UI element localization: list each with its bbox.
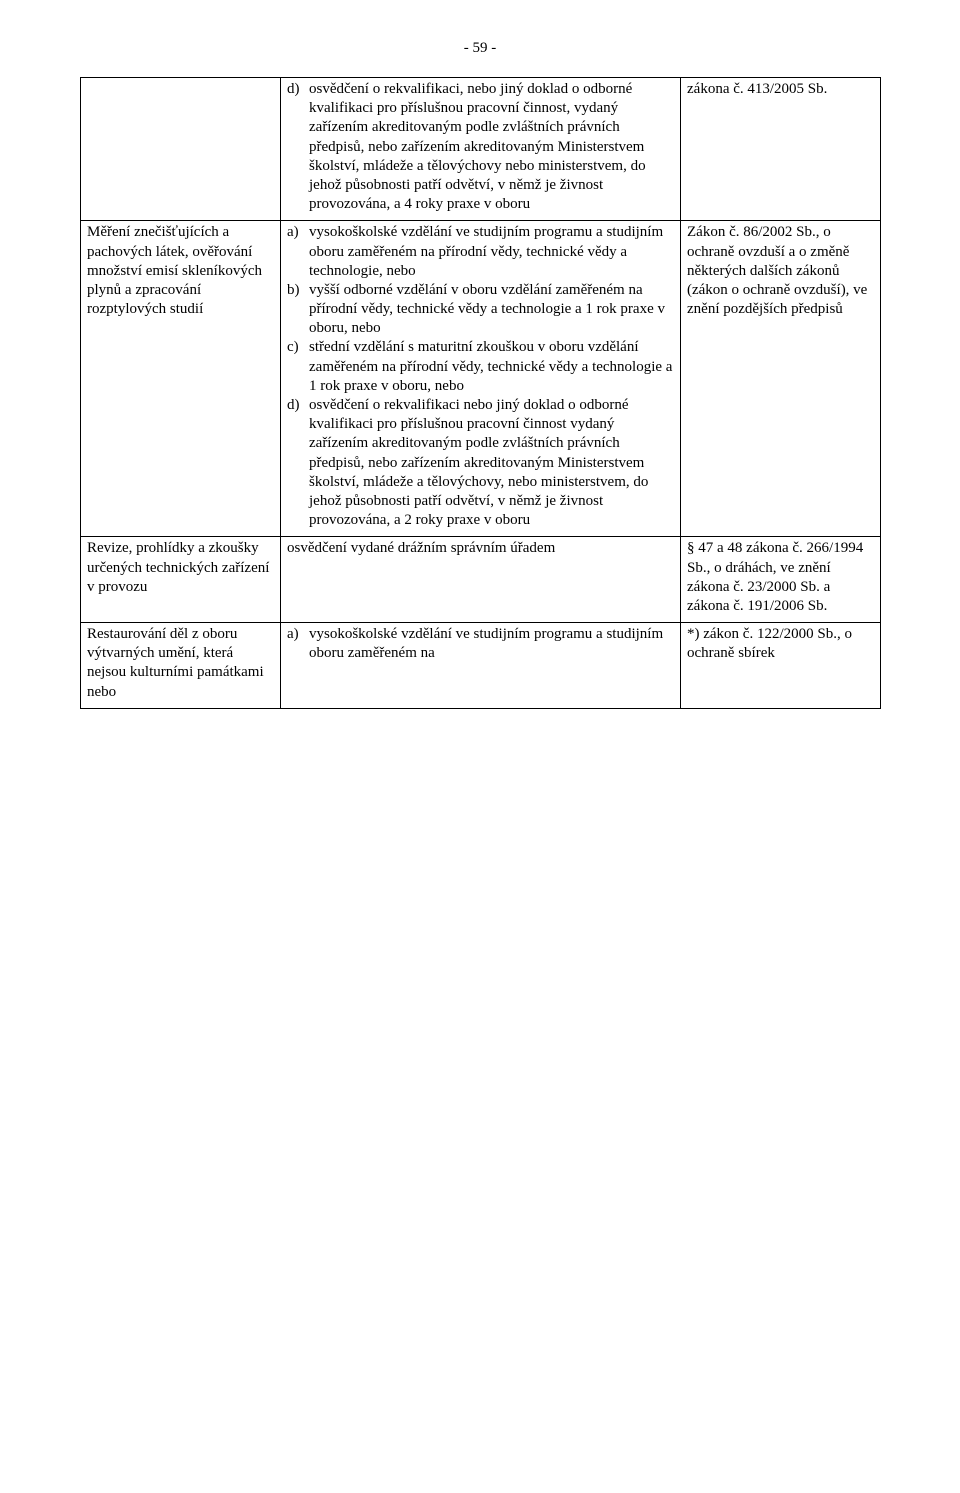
cell-law: § 47 a 48 zákona č. 266/1994 Sb., o dráh… bbox=[681, 537, 881, 623]
cell-law: Zákon č. 86/2002 Sb., o ochraně ovzduší … bbox=[681, 221, 881, 537]
requirement-list: d) osvědčení o rekvalifikaci, nebo jiný … bbox=[287, 80, 674, 214]
item-text: vysokoškolské vzdělání ve studijním prog… bbox=[309, 626, 663, 661]
requirement-list: a) vysokoškolské vzdělání ve studijním p… bbox=[287, 223, 674, 530]
table-row: d) osvědčení o rekvalifikaci, nebo jiný … bbox=[81, 78, 881, 221]
main-table: d) osvědčení o rekvalifikaci, nebo jiný … bbox=[80, 77, 881, 709]
requirement-item: a) vysokoškolské vzdělání ve studijním p… bbox=[287, 625, 674, 663]
item-marker: b) bbox=[287, 281, 307, 300]
cell-law: *) zákon č. 122/2000 Sb., o ochraně sbír… bbox=[681, 623, 881, 709]
cell-requirements: d) osvědčení o rekvalifikaci, nebo jiný … bbox=[281, 78, 681, 221]
page: - 59 - d) osvědčení o rekvalifikaci, neb… bbox=[0, 0, 960, 1493]
requirement-list: a) vysokoškolské vzdělání ve studijním p… bbox=[287, 625, 674, 663]
cell-activity: Revize, prohlídky a zkoušky určených tec… bbox=[81, 537, 281, 623]
requirement-item: c) střední vzdělání s maturitní zkouškou… bbox=[287, 338, 674, 396]
requirement-item: a) vysokoškolské vzdělání ve studijním p… bbox=[287, 223, 674, 281]
item-text: vyšší odborné vzdělání v oboru vzdělání … bbox=[309, 282, 665, 336]
item-marker: a) bbox=[287, 625, 307, 644]
cell-requirements: a) vysokoškolské vzdělání ve studijním p… bbox=[281, 221, 681, 537]
requirement-item: d) osvědčení o rekvalifikaci, nebo jiný … bbox=[287, 80, 674, 214]
cell-activity: Měření znečišťujících a pachových látek,… bbox=[81, 221, 281, 537]
table-row: Restaurování děl z oboru výtvarných uměn… bbox=[81, 623, 881, 709]
table-row: Revize, prohlídky a zkoušky určených tec… bbox=[81, 537, 881, 623]
cell-activity bbox=[81, 78, 281, 221]
requirement-item: b) vyšší odborné vzdělání v oboru vzdělá… bbox=[287, 281, 674, 339]
cell-requirements: osvědčení vydané drážním správním úřadem bbox=[281, 537, 681, 623]
item-text: osvědčení o rekvalifikaci, nebo jiný dok… bbox=[309, 81, 646, 212]
cell-requirements: a) vysokoškolské vzdělání ve studijním p… bbox=[281, 623, 681, 709]
item-marker: d) bbox=[287, 80, 307, 99]
item-marker: c) bbox=[287, 338, 307, 357]
item-text: vysokoškolské vzdělání ve studijním prog… bbox=[309, 224, 663, 278]
item-marker: a) bbox=[287, 223, 307, 242]
page-number: - 59 - bbox=[80, 40, 880, 57]
table-row: Měření znečišťujících a pachových látek,… bbox=[81, 221, 881, 537]
cell-law: zákona č. 413/2005 Sb. bbox=[681, 78, 881, 221]
item-text: střední vzdělání s maturitní zkouškou v … bbox=[309, 339, 672, 393]
cell-activity: Restaurování děl z oboru výtvarných uměn… bbox=[81, 623, 281, 709]
item-marker: d) bbox=[287, 396, 307, 415]
requirement-item: d) osvědčení o rekvalifikaci nebo jiný d… bbox=[287, 396, 674, 530]
item-text: osvědčení o rekvalifikaci nebo jiný dokl… bbox=[309, 397, 648, 528]
